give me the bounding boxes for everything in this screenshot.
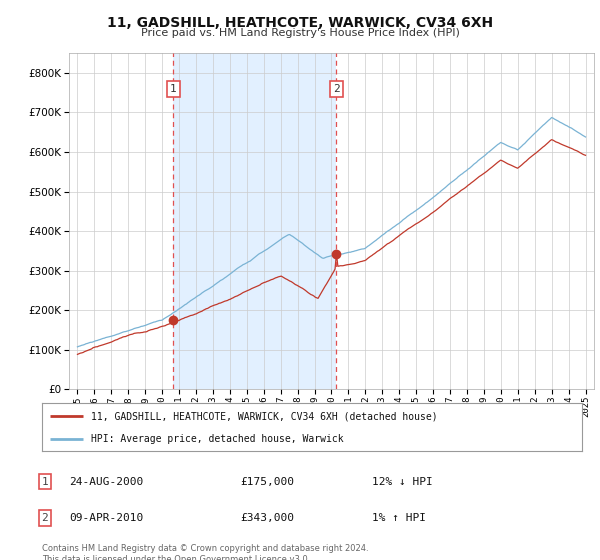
Text: 1: 1: [170, 84, 176, 94]
Text: HPI: Average price, detached house, Warwick: HPI: Average price, detached house, Warw…: [91, 434, 343, 444]
Text: 12% ↓ HPI: 12% ↓ HPI: [372, 477, 433, 487]
Text: 11, GADSHILL, HEATHCOTE, WARWICK, CV34 6XH (detached house): 11, GADSHILL, HEATHCOTE, WARWICK, CV34 6…: [91, 411, 437, 421]
Text: 1: 1: [41, 477, 49, 487]
Text: 11, GADSHILL, HEATHCOTE, WARWICK, CV34 6XH: 11, GADSHILL, HEATHCOTE, WARWICK, CV34 6…: [107, 16, 493, 30]
Text: 24-AUG-2000: 24-AUG-2000: [69, 477, 143, 487]
Text: 2: 2: [333, 84, 340, 94]
Text: £343,000: £343,000: [240, 513, 294, 523]
Text: Price paid vs. HM Land Registry's House Price Index (HPI): Price paid vs. HM Land Registry's House …: [140, 28, 460, 38]
Text: Contains HM Land Registry data © Crown copyright and database right 2024.
This d: Contains HM Land Registry data © Crown c…: [42, 544, 368, 560]
Bar: [173, 53, 336, 389]
Text: 2: 2: [41, 513, 49, 523]
Text: 1% ↑ HPI: 1% ↑ HPI: [372, 513, 426, 523]
Text: 09-APR-2010: 09-APR-2010: [69, 513, 143, 523]
Text: £175,000: £175,000: [240, 477, 294, 487]
